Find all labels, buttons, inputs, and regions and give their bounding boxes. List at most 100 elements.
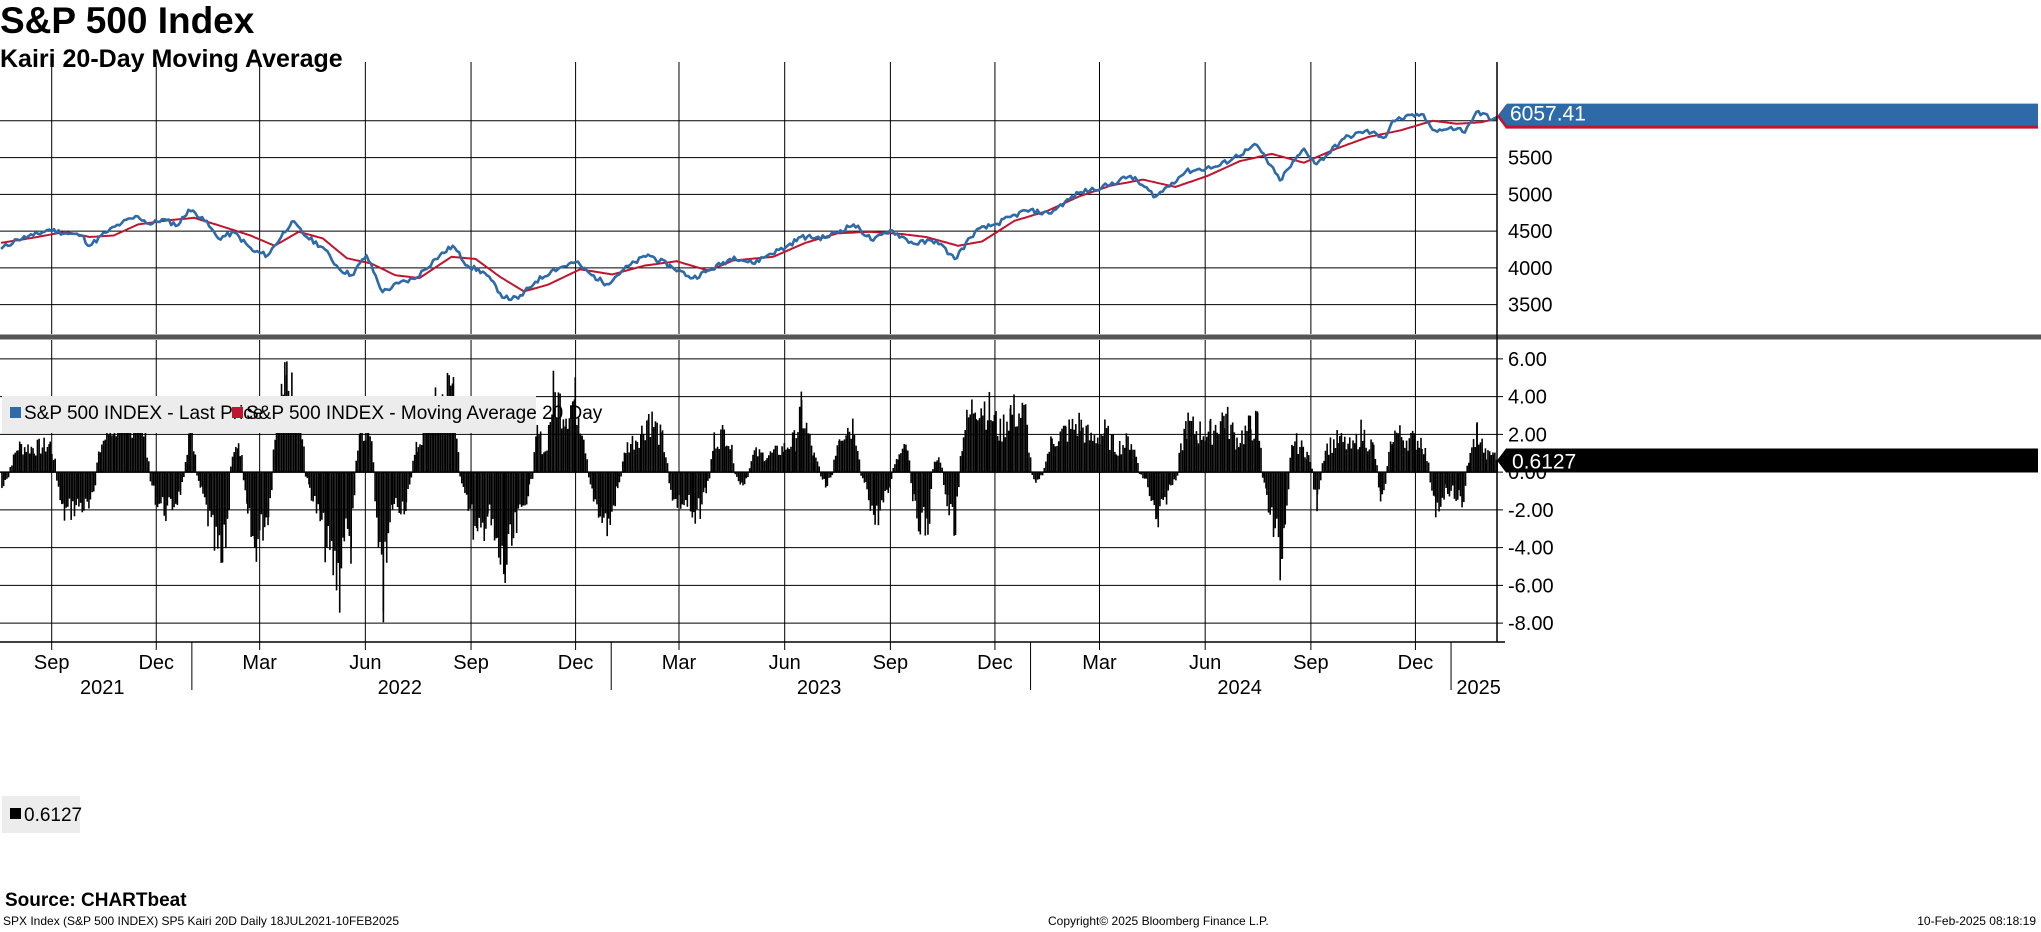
kairi-bar <box>178 472 180 492</box>
kairi-bar <box>1216 432 1219 473</box>
kairi-bar <box>171 472 174 511</box>
kairi-bar <box>1490 455 1493 473</box>
kairi-bar <box>335 472 338 591</box>
kairi-bar <box>797 432 799 473</box>
month-tick-label: Dec <box>977 652 1013 674</box>
kairi-bar <box>1028 452 1030 473</box>
kairi-bar <box>248 472 251 509</box>
kairi-bar <box>1289 457 1292 473</box>
kairi-bar <box>265 472 268 518</box>
kairi-bar <box>139 412 142 473</box>
kairi-bar <box>1448 472 1451 497</box>
kairi-bar <box>338 472 341 613</box>
kairi-bar <box>1090 432 1092 473</box>
kairi-bar <box>156 472 159 508</box>
kairi-bar <box>834 455 837 473</box>
kairi-bar <box>739 472 742 485</box>
kairi-bar <box>781 446 783 473</box>
kairi-bar <box>933 461 936 473</box>
kairi-bar <box>1399 425 1401 473</box>
kairi-bar <box>774 445 777 473</box>
kairi-bar <box>217 472 219 549</box>
kairi-bar <box>438 411 440 473</box>
kairi-bar <box>303 446 305 473</box>
kairi-bar <box>777 454 780 473</box>
kairi-bar <box>1038 472 1041 480</box>
kairi-bar <box>1334 447 1337 473</box>
kairi-bar <box>1019 417 1022 473</box>
kairi-bar <box>1345 449 1348 473</box>
kairi-bar <box>898 454 901 473</box>
kairi-bar <box>422 420 425 473</box>
kairi-bar <box>1150 472 1153 501</box>
kairi-bar <box>1098 443 1101 473</box>
kairi-bar <box>887 472 890 493</box>
kairi-bar <box>123 406 126 473</box>
kairi-bar <box>1405 440 1408 473</box>
kairi-bar <box>1173 472 1176 480</box>
kairi-bar <box>522 472 525 506</box>
kairi-bar <box>718 448 721 473</box>
kairi-bar <box>763 461 766 473</box>
kairi-bar <box>853 434 856 473</box>
kairi-bar <box>1420 437 1422 473</box>
price-badge-label: 6057.41 <box>1510 103 1586 126</box>
kairi-bar <box>527 472 530 497</box>
kairi-bar <box>1214 424 1217 473</box>
kairi-bar <box>877 472 880 526</box>
kairi-bar <box>1421 448 1423 473</box>
kairi-bar <box>1451 472 1454 486</box>
kairi-bar <box>1347 443 1349 473</box>
kairi-bar <box>408 472 411 485</box>
kairi-bar <box>443 415 445 473</box>
kairi-bar <box>1429 472 1432 483</box>
kairi-bar <box>425 415 428 473</box>
kairi-bar <box>382 472 385 623</box>
month-tick-label: Dec <box>1398 652 1434 674</box>
kairi-bar <box>1197 443 1200 473</box>
kairi-bar <box>1162 472 1165 501</box>
kairi-bar <box>1001 441 1003 473</box>
kairi-bar <box>584 453 587 473</box>
kairi-bar <box>207 472 209 527</box>
kairi-bar <box>861 472 864 479</box>
year-label: 2024 <box>1217 677 1262 699</box>
kairi-bar <box>413 454 416 473</box>
kairi-bar <box>275 424 278 473</box>
kairi-bar <box>62 472 64 504</box>
kairi-bar <box>61 472 63 505</box>
kairi-bar <box>1112 434 1115 473</box>
kairi-bar <box>748 468 751 473</box>
kairi-bar <box>528 472 531 485</box>
kairi-bar <box>1082 427 1084 473</box>
kairi-bar <box>985 429 988 473</box>
kairi-bar <box>117 431 119 473</box>
kairi-bar <box>652 427 655 473</box>
kairi-bar <box>92 472 95 492</box>
kairi-bar <box>1485 459 1488 473</box>
kairi-bar <box>594 472 597 500</box>
kairi-bar <box>1114 451 1116 473</box>
kairi-bar <box>1153 472 1156 506</box>
kairi-bar <box>237 443 240 473</box>
kairi-bar <box>1235 449 1237 473</box>
kairi-bar <box>761 452 764 473</box>
kairi-bar <box>539 431 542 473</box>
kairi-bar <box>628 452 630 473</box>
kairi-bar <box>469 472 471 509</box>
kairi-bar <box>183 472 185 478</box>
kairi-bar <box>666 463 669 473</box>
kairi-bar <box>999 418 1002 473</box>
kairi-bar <box>97 451 100 473</box>
kairi-bar <box>511 472 513 546</box>
kairi-bar <box>1352 440 1354 473</box>
kairi-bar <box>576 424 578 473</box>
kairi-bar <box>928 472 931 524</box>
kairi-bar <box>342 472 344 538</box>
month-tick-label: Jun <box>1189 652 1221 674</box>
kairi-bar <box>1029 457 1032 473</box>
kairi-bar <box>20 443 23 473</box>
kairi-bar <box>1107 425 1110 473</box>
kairi-bar <box>1321 463 1324 473</box>
kairi-bar <box>369 436 371 473</box>
